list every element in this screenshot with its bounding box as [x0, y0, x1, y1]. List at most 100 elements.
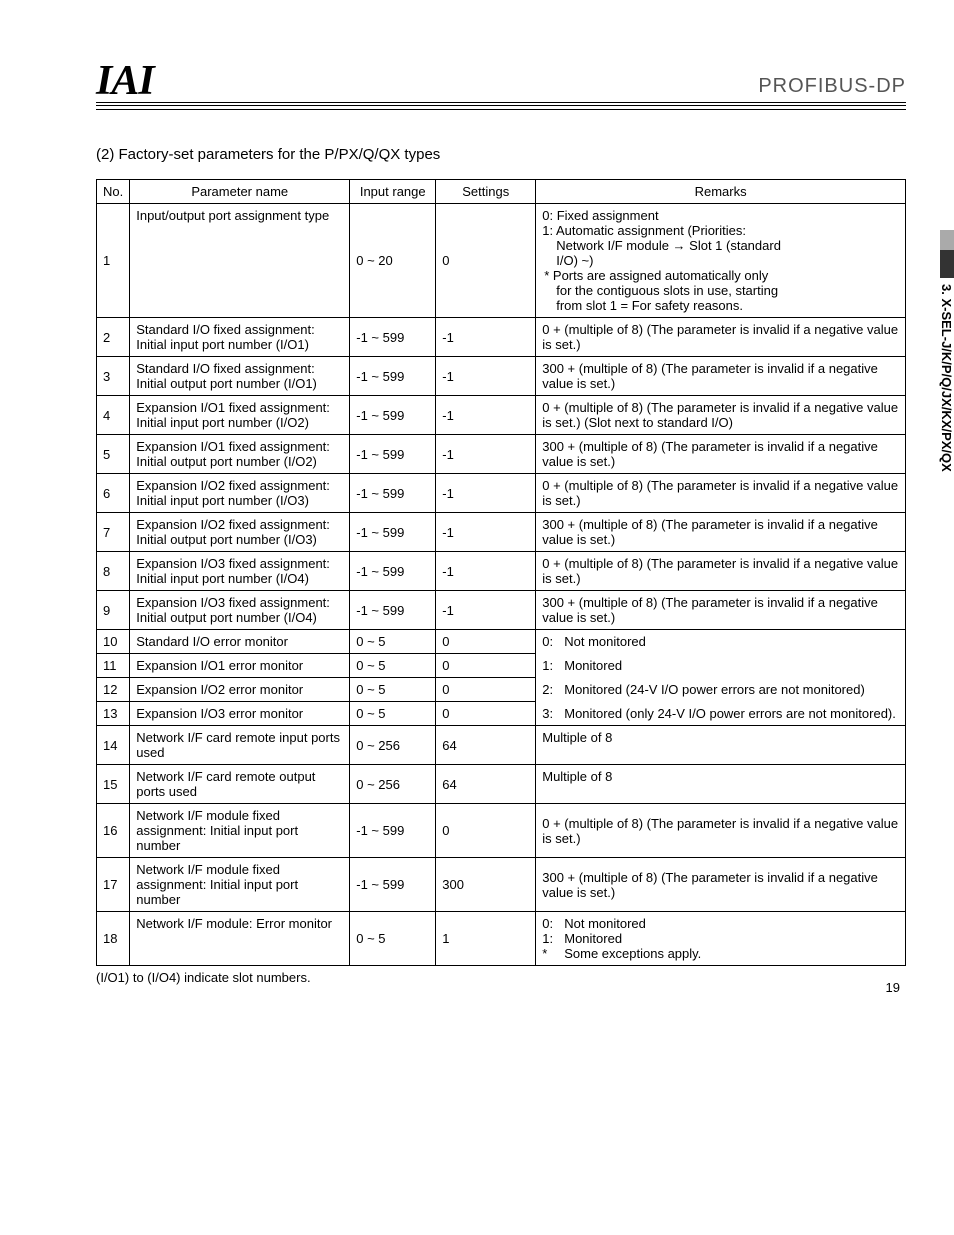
table-row: 11Expansion I/O1 error monitor0 ~ 501:Mo… — [97, 654, 906, 678]
cell-name: Expansion I/O2 fixed assignment: Initial… — [130, 474, 350, 513]
cell-name: Standard I/O fixed assignment: Initial o… — [130, 357, 350, 396]
cell-no: 8 — [97, 552, 130, 591]
cell-name: Input/output port assignment type — [130, 204, 350, 318]
cell-settings: 0 — [436, 630, 536, 654]
table-row: 6Expansion I/O2 fixed assignment: Initia… — [97, 474, 906, 513]
cell-name: Expansion I/O1 fixed assignment: Initial… — [130, 396, 350, 435]
cell-remarks: 0 + (multiple of 8) (The parameter is in… — [536, 318, 906, 357]
cell-remarks: 300 + (multiple of 8) (The parameter is … — [536, 357, 906, 396]
cell-name: Network I/F module fixed assignment: Ini… — [130, 858, 350, 912]
cell-no: 2 — [97, 318, 130, 357]
cell-remarks: 1:Monitored — [536, 654, 906, 678]
cell-no: 10 — [97, 630, 130, 654]
table-row: 5Expansion I/O1 fixed assignment: Initia… — [97, 435, 906, 474]
cell-range: 0 ~ 20 — [350, 204, 436, 318]
cell-range: 0 ~ 5 — [350, 912, 436, 966]
table-row: 13Expansion I/O3 error monitor0 ~ 503:Mo… — [97, 702, 906, 726]
table-row: 10Standard I/O error monitor0 ~ 500:Not … — [97, 630, 906, 654]
cell-no: 11 — [97, 654, 130, 678]
cell-no: 18 — [97, 912, 130, 966]
cell-name: Expansion I/O2 error monitor — [130, 678, 350, 702]
cell-settings: 300 — [436, 858, 536, 912]
cell-remarks: 0 + (multiple of 8) (The parameter is in… — [536, 552, 906, 591]
cell-settings: 0 — [436, 702, 536, 726]
cell-name: Expansion I/O1 fixed assignment: Initial… — [130, 435, 350, 474]
cell-remarks: 2:Monitored (24-V I/O power errors are n… — [536, 678, 906, 702]
cell-remarks: 300 + (multiple of 8) (The parameter is … — [536, 513, 906, 552]
cell-name: Expansion I/O3 fixed assignment: Initial… — [130, 591, 350, 630]
cell-name: Network I/F card remote input ports used — [130, 726, 350, 765]
side-tab-dark — [940, 250, 954, 278]
table-row: 1Input/output port assignment type0 ~ 20… — [97, 204, 906, 318]
table-row: 15Network I/F card remote output ports u… — [97, 765, 906, 804]
table-row: 18Network I/F module: Error monitor0 ~ 5… — [97, 912, 906, 966]
cell-range: 0 ~ 5 — [350, 678, 436, 702]
footnote: (I/O1) to (I/O4) indicate slot numbers. — [96, 970, 906, 985]
cell-remarks: 300 + (multiple of 8) (The parameter is … — [536, 858, 906, 912]
table-row: 12Expansion I/O2 error monitor0 ~ 502:Mo… — [97, 678, 906, 702]
col-no: No. — [97, 180, 130, 204]
cell-settings: 0 — [436, 804, 536, 858]
cell-settings: -1 — [436, 591, 536, 630]
cell-settings: 64 — [436, 765, 536, 804]
cell-range: 0 ~ 256 — [350, 765, 436, 804]
cell-range: 0 ~ 5 — [350, 702, 436, 726]
cell-name: Expansion I/O2 fixed assignment: Initial… — [130, 513, 350, 552]
cell-range: -1 ~ 599 — [350, 357, 436, 396]
cell-name: Expansion I/O1 error monitor — [130, 654, 350, 678]
cell-settings: -1 — [436, 513, 536, 552]
cell-remarks: 0 + (multiple of 8) (The parameter is in… — [536, 396, 906, 435]
cell-remarks: 0:Not monitored1:Monitored*Some exceptio… — [536, 912, 906, 966]
cell-settings: -1 — [436, 435, 536, 474]
cell-no: 6 — [97, 474, 130, 513]
cell-range: -1 ~ 599 — [350, 804, 436, 858]
col-name: Parameter name — [130, 180, 350, 204]
table-row: 7Expansion I/O2 fixed assignment: Initia… — [97, 513, 906, 552]
cell-no: 3 — [97, 357, 130, 396]
table-row: 17Network I/F module fixed assignment: I… — [97, 858, 906, 912]
cell-remarks: 3:Monitored (only 24-V I/O power errors … — [536, 702, 906, 726]
parameter-table: No. Parameter name Input range Settings … — [96, 179, 906, 966]
cell-remarks: Multiple of 8 — [536, 765, 906, 804]
cell-no: 16 — [97, 804, 130, 858]
cell-no: 5 — [97, 435, 130, 474]
side-tab-gray — [940, 230, 954, 250]
cell-no: 1 — [97, 204, 130, 318]
table-row: 2Standard I/O fixed assignment: Initial … — [97, 318, 906, 357]
cell-name: Expansion I/O3 fixed assignment: Initial… — [130, 552, 350, 591]
col-remarks: Remarks — [536, 180, 906, 204]
table-row: 16Network I/F module fixed assignment: I… — [97, 804, 906, 858]
side-tab: 3. X-SEL-J/K/P/Q/JX/KX/PX/QX — [924, 230, 954, 530]
section-title: (2) Factory-set parameters for the P/PX/… — [96, 146, 906, 163]
cell-no: 12 — [97, 678, 130, 702]
cell-range: -1 ~ 599 — [350, 552, 436, 591]
cell-range: 0 ~ 5 — [350, 630, 436, 654]
cell-no: 13 — [97, 702, 130, 726]
cell-range: -1 ~ 599 — [350, 858, 436, 912]
cell-name: Network I/F module fixed assignment: Ini… — [130, 804, 350, 858]
page: IAI PROFIBUS-DP (2) Factory-set paramete… — [0, 0, 954, 1025]
cell-settings: 0 — [436, 654, 536, 678]
header-right-text: PROFIBUS-DP — [758, 75, 906, 102]
cell-remarks: 0 + (multiple of 8) (The parameter is in… — [536, 804, 906, 858]
cell-settings: -1 — [436, 396, 536, 435]
cell-settings: -1 — [436, 318, 536, 357]
cell-name: Standard I/O error monitor — [130, 630, 350, 654]
cell-remarks: 0 + (multiple of 8) (The parameter is in… — [536, 474, 906, 513]
cell-name: Standard I/O fixed assignment: Initial i… — [130, 318, 350, 357]
table-row: 4Expansion I/O1 fixed assignment: Initia… — [97, 396, 906, 435]
cell-name: Expansion I/O3 error monitor — [130, 702, 350, 726]
cell-no: 9 — [97, 591, 130, 630]
cell-no: 14 — [97, 726, 130, 765]
cell-remarks: 0:Not monitored — [536, 630, 906, 654]
cell-range: -1 ~ 599 — [350, 513, 436, 552]
cell-range: -1 ~ 599 — [350, 396, 436, 435]
cell-name: Network I/F module: Error monitor — [130, 912, 350, 966]
cell-settings: 0 — [436, 678, 536, 702]
cell-settings: -1 — [436, 552, 536, 591]
cell-settings: 64 — [436, 726, 536, 765]
cell-no: 4 — [97, 396, 130, 435]
table-row: 3Standard I/O fixed assignment: Initial … — [97, 357, 906, 396]
cell-range: 0 ~ 256 — [350, 726, 436, 765]
cell-range: -1 ~ 599 — [350, 435, 436, 474]
